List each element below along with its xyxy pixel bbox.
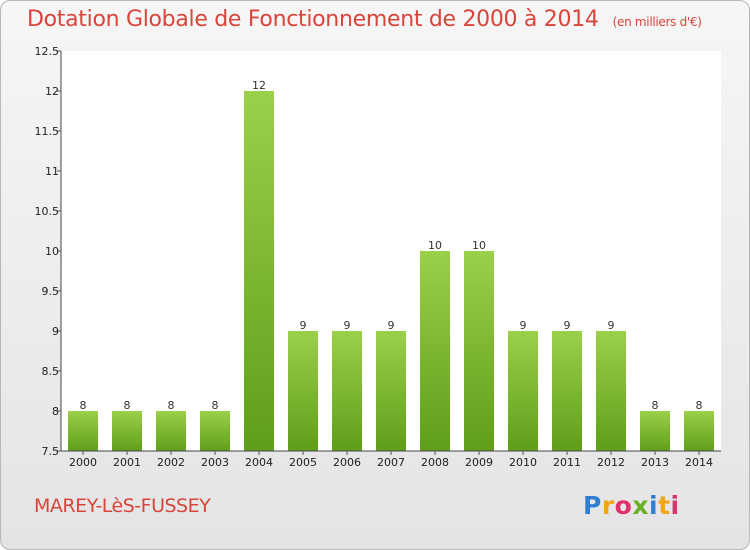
x-tick-label-2004: 2004 <box>245 456 273 469</box>
x-tick-label-2014: 2014 <box>685 456 713 469</box>
data-label-2010: 9 <box>520 319 527 332</box>
logo-letter: o <box>614 491 633 520</box>
chart-title: Dotation Globale de Fonctionnement de 20… <box>27 7 702 32</box>
x-tick-label-2006: 2006 <box>333 456 361 469</box>
x-tick-label-2007: 2007 <box>377 456 405 469</box>
bar-2012 <box>596 331 626 451</box>
x-tick-label-2011: 2011 <box>553 456 581 469</box>
data-label-2005: 9 <box>300 319 307 332</box>
bar-2014 <box>684 411 714 451</box>
data-label-2011: 9 <box>564 319 571 332</box>
bar-2008 <box>420 251 450 451</box>
y-tick-label-7.5: 7.5 <box>42 445 60 458</box>
y-tick-label-9.5: 9.5 <box>42 285 60 298</box>
bar-2001 <box>112 411 142 451</box>
x-tick-label-2010: 2010 <box>509 456 537 469</box>
bar-2013 <box>640 411 670 451</box>
chart-subtitle: (en milliers d'€) <box>612 15 702 29</box>
x-tick-label-2002: 2002 <box>157 456 185 469</box>
x-tick-label-2003: 2003 <box>201 456 229 469</box>
y-tick-label-8.5: 8.5 <box>42 365 60 378</box>
y-tick-label-12: 12 <box>45 85 59 98</box>
bar-2002 <box>156 411 186 451</box>
bar-2000 <box>68 411 98 451</box>
x-tick-label-2012: 2012 <box>597 456 625 469</box>
data-label-2004: 12 <box>252 79 266 92</box>
y-tick-label-9: 9 <box>52 325 59 338</box>
bar-2004 <box>244 91 274 451</box>
x-tick-label-2008: 2008 <box>421 456 449 469</box>
data-label-2002: 8 <box>168 399 175 412</box>
x-tick-label-2013: 2013 <box>641 456 669 469</box>
data-label-2012: 9 <box>608 319 615 332</box>
y-tick-label-11.5: 11.5 <box>35 125 60 138</box>
data-label-2000: 8 <box>80 399 87 412</box>
logo-letter: i <box>670 491 680 520</box>
logo-letter: r <box>601 491 615 520</box>
y-tick-label-11: 11 <box>45 165 59 178</box>
bar-2007 <box>376 331 406 451</box>
proxiti-logo: Proxiti <box>583 491 680 520</box>
bar-2005 <box>288 331 318 451</box>
data-label-2001: 8 <box>124 399 131 412</box>
y-tick-label-12.5: 12.5 <box>35 45 60 58</box>
data-label-2014: 8 <box>696 399 703 412</box>
x-tick-label-2009: 2009 <box>465 456 493 469</box>
data-label-2013: 8 <box>652 399 659 412</box>
logo-letter: x <box>632 491 649 520</box>
data-label-2007: 9 <box>388 319 395 332</box>
chart-title-text: Dotation Globale de Fonctionnement de 20… <box>27 7 599 32</box>
commune-name: MAREY-LèS-FUSSEY <box>34 495 211 517</box>
x-tick-label-2005: 2005 <box>289 456 317 469</box>
x-tick-label-2000: 2000 <box>69 456 97 469</box>
data-label-2009: 10 <box>472 239 486 252</box>
data-label-2003: 8 <box>212 399 219 412</box>
y-tick-label-10: 10 <box>45 245 59 258</box>
bar-2006 <box>332 331 362 451</box>
data-label-2006: 9 <box>344 319 351 332</box>
y-tick-label-10.5: 10.5 <box>35 205 60 218</box>
logo-letter: i <box>649 491 659 520</box>
data-label-2008: 10 <box>428 239 442 252</box>
bar-2003 <box>200 411 230 451</box>
logo-letter: P <box>583 491 602 520</box>
bar-2009 <box>464 251 494 451</box>
bar-2011 <box>552 331 582 451</box>
y-tick-label-8: 8 <box>52 405 59 418</box>
logo-letter: t <box>658 491 671 520</box>
x-tick-label-2001: 2001 <box>113 456 141 469</box>
bar-2010 <box>508 331 538 451</box>
